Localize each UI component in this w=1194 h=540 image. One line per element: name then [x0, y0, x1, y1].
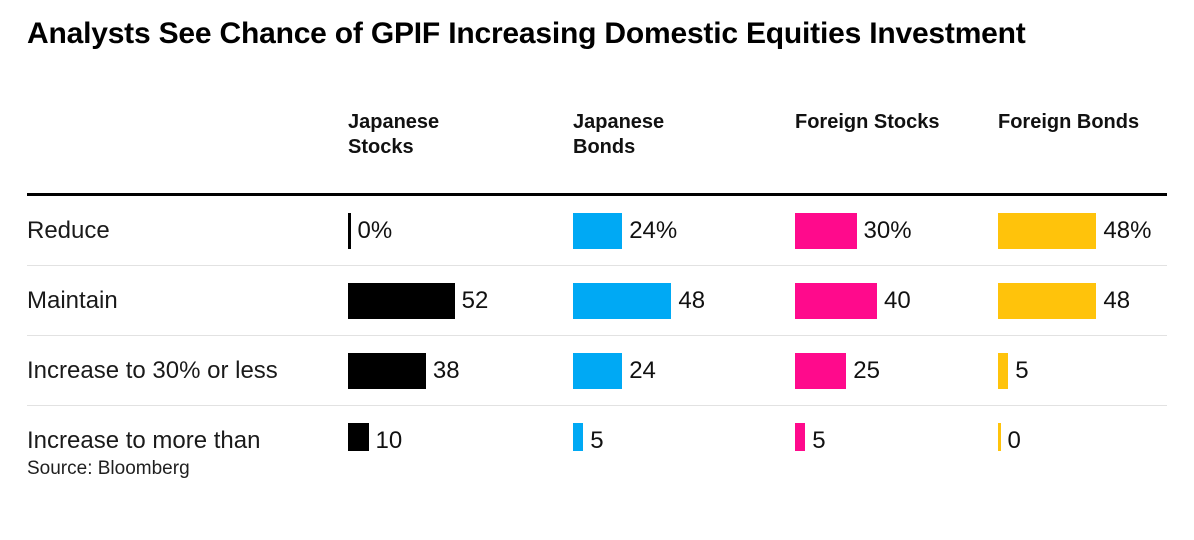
- column-header: Foreign Stocks: [795, 111, 940, 133]
- bar-cell: 24: [573, 336, 656, 406]
- bar: [998, 213, 1097, 249]
- bar: [998, 283, 1097, 319]
- value-label: 0: [1007, 427, 1021, 451]
- chart-table: Reduce 0% 24% 30% 48% Maintain 52 48 40 48 Increas…: [27, 193, 1167, 451]
- chart-title: Analysts See Chance of GPIF Increasing D…: [27, 17, 1026, 50]
- bar-cell: 5: [573, 406, 604, 451]
- bar: [795, 423, 806, 451]
- value-label: 24: [629, 357, 656, 384]
- value-label: 48: [678, 287, 706, 314]
- bar-cell: 40: [795, 266, 911, 336]
- bar: [573, 353, 623, 389]
- value-label: 48: [1103, 287, 1131, 314]
- bar: [573, 423, 584, 451]
- value-label: 10: [375, 427, 403, 451]
- bar-cell: 52: [348, 266, 488, 336]
- column-header: Japanese Bonds: [573, 111, 665, 158]
- bar: [795, 213, 857, 249]
- row-label: Maintain: [27, 287, 118, 314]
- bar: [348, 353, 426, 389]
- source-note: Source: Bloomberg: [27, 458, 190, 479]
- value-label: 52: [461, 287, 489, 314]
- column-header: Japanese Stocks: [348, 111, 440, 158]
- row-label: Increase to more than: [27, 427, 261, 451]
- chart-rows: Reduce 0% 24% 30% 48% Maintain 52 48 40 48 Increas…: [27, 196, 1167, 451]
- value-label: 0%: [357, 217, 393, 244]
- bar: [348, 423, 369, 451]
- bar-cell: 24%: [573, 196, 677, 266]
- bar-cell: 48: [573, 266, 705, 336]
- table-row: Maintain 52 48 40 48: [27, 266, 1167, 336]
- bar: [573, 283, 672, 319]
- bar-cell: 48: [998, 266, 1130, 336]
- bar: [795, 283, 877, 319]
- column-header: Foreign Bonds: [998, 111, 1140, 133]
- bar-cell: 0: [998, 406, 1021, 451]
- bar-cell: 25: [795, 336, 880, 406]
- bar: [795, 353, 847, 389]
- bar: [348, 213, 351, 249]
- table-row: Increase to more than 10 5 5 0: [27, 406, 1167, 451]
- value-label: 24%: [629, 217, 678, 244]
- bar-cell: 0%: [348, 196, 392, 266]
- value-label: 25: [853, 357, 880, 384]
- bar-cell: 5: [998, 336, 1029, 406]
- value-label: 5: [1015, 357, 1029, 384]
- bar-cell: 10: [348, 406, 402, 451]
- value-label: 30%: [863, 217, 912, 244]
- bar: [348, 283, 455, 319]
- bar: [998, 353, 1009, 389]
- table-row: Increase to 30% or less 38 24 25 5: [27, 336, 1167, 406]
- row-label: Increase to 30% or less: [27, 357, 278, 384]
- bar: [573, 213, 623, 249]
- row-label: Reduce: [27, 217, 110, 244]
- bar-cell: 48%: [998, 196, 1151, 266]
- bar: [998, 423, 1001, 451]
- bar-cell: 30%: [795, 196, 912, 266]
- table-row: Reduce 0% 24% 30% 48%: [27, 196, 1167, 266]
- value-label: 5: [590, 427, 604, 451]
- bar-cell: 38: [348, 336, 460, 406]
- bar-cell: 5: [795, 406, 826, 451]
- value-label: 40: [884, 287, 911, 314]
- column-headers: Japanese Stocks Japanese Bonds Foreign Sto…: [27, 110, 1167, 160]
- value-label: 38: [432, 357, 460, 384]
- value-label: 48%: [1103, 217, 1152, 244]
- value-label: 5: [812, 427, 826, 451]
